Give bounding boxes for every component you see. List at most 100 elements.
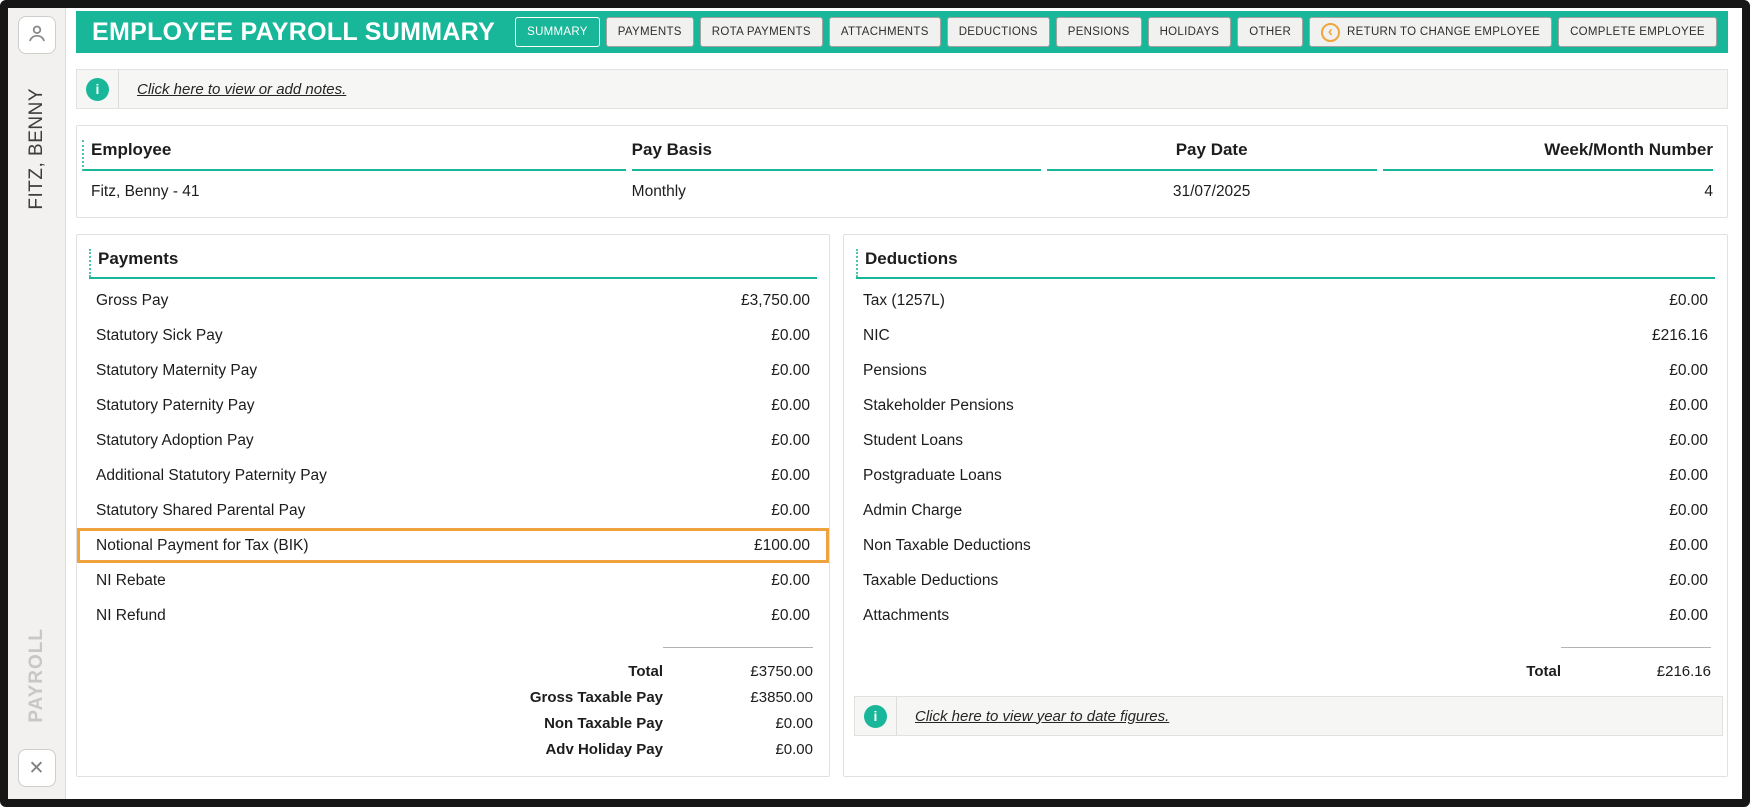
payments-total-separator — [77, 633, 829, 658]
table-row: NI Rebate £0.00 — [77, 563, 829, 598]
deductions-section-head: Deductions — [856, 249, 1715, 277]
row-value: £0.00 — [771, 326, 810, 344]
table-row: Taxable Deductions £0.00 — [844, 563, 1727, 598]
row-label: Statutory Adoption Pay — [96, 431, 254, 449]
pay-date-column-header: Pay Date — [1046, 140, 1377, 171]
tab-other[interactable]: OTHER — [1237, 17, 1304, 47]
row-value: £0.00 — [1669, 431, 1708, 449]
payments-card: Payments Gross Pay £3,750.00 Statutory Si… — [76, 234, 830, 777]
deductions-rows: Tax (1257L) £0.00 NIC £216.16 Pensions £0.0… — [844, 283, 1727, 633]
row-label: Taxable Deductions — [863, 571, 999, 589]
total-label: Total — [628, 662, 663, 680]
deductions-title-rule — [856, 277, 1715, 279]
page-title: EMPLOYEE PAYROLL SUMMARY — [92, 17, 496, 46]
total-label: Non Taxable Pay — [544, 714, 663, 732]
row-value: £0.00 — [1669, 466, 1708, 484]
tab-attachments[interactable]: ATTACHMENTS — [828, 17, 941, 47]
highlighted-table-row: Notional Payment for Tax (BIK) £100.00 — [77, 528, 829, 563]
total-row: Total £216.16 — [844, 658, 1727, 684]
row-value: £3,750.00 — [741, 291, 810, 309]
row-label: Student Loans — [863, 431, 963, 449]
table-row: Statutory Sick Pay £0.00 — [77, 318, 829, 353]
sidebar-employee-name: FITZ, BENNY — [25, 88, 47, 210]
view-or-add-notes-link[interactable]: Click here to view or add notes. — [137, 80, 347, 98]
row-value: £0.00 — [771, 396, 810, 414]
table-row: Attachments £0.00 — [844, 598, 1727, 633]
row-label: NI Rebate — [96, 571, 166, 589]
total-label: Adv Holiday Pay — [545, 740, 663, 758]
deductions-card: Deductions Tax (1257L) £0.00 NIC £216.16 P… — [843, 234, 1728, 777]
total-row: Gross Taxable Pay £3850.00 — [77, 684, 829, 710]
pay-basis-column-header: Pay Basis — [631, 140, 1041, 171]
table-row: Statutory Shared Parental Pay £0.00 — [77, 493, 829, 528]
week-month-column-header: Week/Month Number — [1382, 140, 1713, 171]
table-row: Postgraduate Loans £0.00 — [844, 458, 1727, 493]
employee-column-header: Employee — [82, 140, 626, 171]
total-value: £0.00 — [775, 714, 813, 732]
row-value: £0.00 — [1669, 606, 1708, 624]
row-value: £0.00 — [771, 431, 810, 449]
row-value: £0.00 — [1669, 571, 1708, 589]
row-value: £0.00 — [771, 361, 810, 379]
close-button[interactable]: ✕ — [17, 749, 56, 787]
row-label: Tax (1257L) — [863, 291, 945, 309]
notes-bar: i Click here to view or add notes. — [76, 69, 1728, 109]
tab-rota-payments[interactable]: ROTA PAYMENTS — [699, 17, 823, 47]
total-value: £0.00 — [775, 740, 813, 758]
row-value: £0.00 — [1669, 536, 1708, 554]
total-label: Total — [1526, 662, 1561, 680]
row-label: Statutory Paternity Pay — [96, 396, 255, 414]
deductions-total-separator — [844, 633, 1727, 658]
total-label: Gross Taxable Pay — [529, 688, 663, 706]
return-to-change-employee-button[interactable]: ‹ RETURN TO CHANGE EMPLOYEE — [1309, 17, 1553, 47]
total-value: £216.16 — [1656, 662, 1711, 680]
total-row: Total £3750.00 — [77, 658, 829, 684]
table-row: Statutory Maternity Pay £0.00 — [77, 353, 829, 388]
sidebar-module-label: PAYROLL — [25, 628, 47, 723]
user-icon — [26, 22, 48, 49]
year-to-date-bar: i Click here to view year to date figure… — [854, 696, 1723, 736]
table-row: NI Refund £0.00 — [77, 598, 829, 633]
row-value: £0.00 — [771, 501, 810, 519]
table-row: Non Taxable Deductions £0.00 — [844, 528, 1727, 563]
employee-info-values: Fitz, Benny - 41 Monthly 31/07/2025 4 — [91, 171, 1713, 201]
close-icon: ✕ — [28, 757, 45, 779]
row-label: Non Taxable Deductions — [863, 536, 1031, 554]
row-label: Gross Pay — [96, 291, 169, 309]
row-value: £216.16 — [1651, 326, 1708, 344]
table-row: Statutory Paternity Pay £0.00 — [77, 388, 829, 423]
tab-summary[interactable]: SUMMARY — [515, 17, 600, 47]
tab-payments[interactable]: PAYMENTS — [605, 17, 694, 47]
complete-button-label: COMPLETE EMPLOYEE — [1570, 26, 1705, 38]
row-value: £0.00 — [1669, 501, 1708, 519]
row-label: NIC — [863, 326, 890, 344]
table-row: Admin Charge £0.00 — [844, 493, 1727, 528]
tab-pensions[interactable]: PENSIONS — [1055, 17, 1142, 47]
row-label: Pensions — [863, 361, 927, 379]
chevron-left-icon: ‹ — [1321, 22, 1341, 42]
row-label: Statutory Sick Pay — [96, 326, 223, 344]
row-label: Statutory Shared Parental Pay — [96, 501, 306, 519]
pay-date-value: 31/07/2025 — [1172, 183, 1251, 200]
return-button-label: RETURN TO CHANGE EMPLOYEE — [1347, 26, 1541, 38]
employee-profile-button[interactable] — [17, 16, 56, 54]
week-month-value: 4 — [1704, 183, 1713, 200]
complete-employee-button[interactable]: COMPLETE EMPLOYEE — [1558, 17, 1717, 47]
row-value: £0.00 — [1669, 396, 1708, 414]
employee-info-headers: Employee Pay Basis Pay Date Week/Month N… — [82, 140, 1713, 171]
pay-basis-value: Monthly — [631, 183, 686, 200]
row-label: Notional Payment for Tax (BIK) — [96, 536, 309, 554]
payments-title: Payments — [98, 249, 179, 268]
total-value: £3850.00 — [750, 688, 813, 706]
total-row: Non Taxable Pay £0.00 — [77, 710, 829, 736]
row-label: NI Refund — [96, 606, 166, 624]
table-row: Stakeholder Pensions £0.00 — [844, 388, 1727, 423]
tab-holidays[interactable]: HOLIDAYS — [1147, 17, 1232, 47]
main-content: EMPLOYEE PAYROLL SUMMARY SUMMARY PAYMENT… — [66, 8, 1742, 799]
table-row: Pensions £0.00 — [844, 353, 1727, 388]
payments-title-rule — [89, 277, 817, 279]
year-to-date-link[interactable]: Click here to view year to date figures. — [915, 707, 1170, 725]
table-row: Gross Pay £3,750.00 — [77, 283, 829, 318]
tab-deductions[interactable]: DEDUCTIONS — [946, 17, 1050, 47]
